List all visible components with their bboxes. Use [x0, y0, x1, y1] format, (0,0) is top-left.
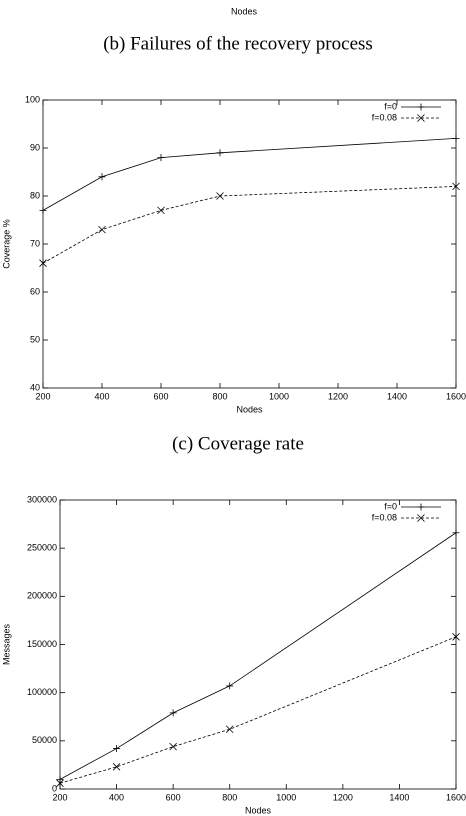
legend-marker: [417, 114, 425, 122]
y-tick-label: 70: [30, 238, 40, 248]
legend-marker: [417, 503, 425, 511]
caption: (b) Failures of the recovery process: [103, 33, 373, 54]
point-marker: [169, 709, 177, 717]
point-marker: [98, 225, 106, 234]
point-marker: [452, 529, 460, 537]
legend-marker: [417, 514, 425, 522]
y-tick-label: 40: [30, 382, 40, 392]
x-axis-label: Nodes: [245, 805, 272, 815]
point-marker: [452, 633, 460, 641]
point-marker: [157, 154, 165, 162]
legend-label: f=0: [384, 501, 397, 511]
series-line: [42, 186, 457, 264]
legend-label: f=0.08: [372, 112, 397, 122]
x-tick-label: 600: [153, 391, 168, 401]
y-tick-label: 100: [25, 94, 40, 104]
x-tick-label: 400: [109, 792, 124, 802]
point-marker: [56, 779, 64, 788]
plot-frame: [59, 499, 457, 790]
point-marker: [452, 182, 460, 191]
y-axis-label: Coverage %: [1, 219, 11, 269]
y-tick-label: 60: [30, 286, 40, 296]
point-marker: [226, 682, 234, 690]
point-marker: [157, 206, 165, 215]
plot-frame: [42, 99, 457, 389]
x-tick-label: 800: [222, 792, 237, 802]
point-marker: [216, 192, 224, 200]
series-line: [42, 138, 457, 211]
x-tick-label: 1400: [389, 792, 409, 802]
x-tick-label: 1600: [446, 391, 466, 401]
x-tick-label: 400: [94, 391, 109, 401]
x-tick-label: 200: [52, 792, 67, 802]
x-tick-label: 1200: [333, 792, 353, 802]
point-marker: [112, 763, 121, 771]
point-marker: [39, 259, 47, 267]
y-tick-label: 90: [30, 142, 40, 152]
legend-marker: [417, 103, 425, 111]
point-marker: [56, 775, 64, 783]
legend-label: f=0.08: [372, 512, 397, 522]
series-line: [59, 636, 457, 784]
x-tick-label: 800: [212, 391, 227, 401]
series-line: [59, 532, 457, 780]
x-tick-label: 1400: [387, 391, 407, 401]
y-tick-label: 80: [30, 190, 40, 200]
point-marker: [225, 725, 234, 734]
y-tick-label: 250000: [27, 543, 57, 553]
y-tick-label: 150000: [27, 639, 57, 649]
point-marker: [169, 742, 177, 751]
y-tick-label: 50: [30, 334, 40, 344]
legend-label: f=0: [384, 101, 397, 111]
point-marker: [216, 149, 224, 157]
point-marker: [452, 134, 460, 142]
caption: (c) Coverage rate: [172, 433, 304, 454]
y-tick-label: 100000: [27, 687, 57, 697]
point-marker: [113, 745, 121, 753]
y-tick-label: 200000: [27, 591, 57, 601]
point-marker: [39, 206, 47, 214]
point-marker: [98, 173, 106, 181]
y-tick-label: 300000: [27, 494, 57, 504]
x-tick-label: 1000: [276, 792, 296, 802]
x-axis-label: Nodes: [231, 6, 258, 16]
y-tick-label: 50000: [32, 735, 57, 745]
y-tick-label: 0: [52, 783, 57, 793]
x-axis-label: Nodes: [236, 404, 263, 414]
x-tick-label: 600: [166, 792, 181, 802]
x-tick-label: 1600: [446, 792, 466, 802]
x-tick-label: 1000: [269, 391, 289, 401]
y-axis-label: Messages: [1, 623, 11, 665]
x-tick-label: 200: [35, 391, 50, 401]
x-tick-label: 1200: [328, 391, 348, 401]
